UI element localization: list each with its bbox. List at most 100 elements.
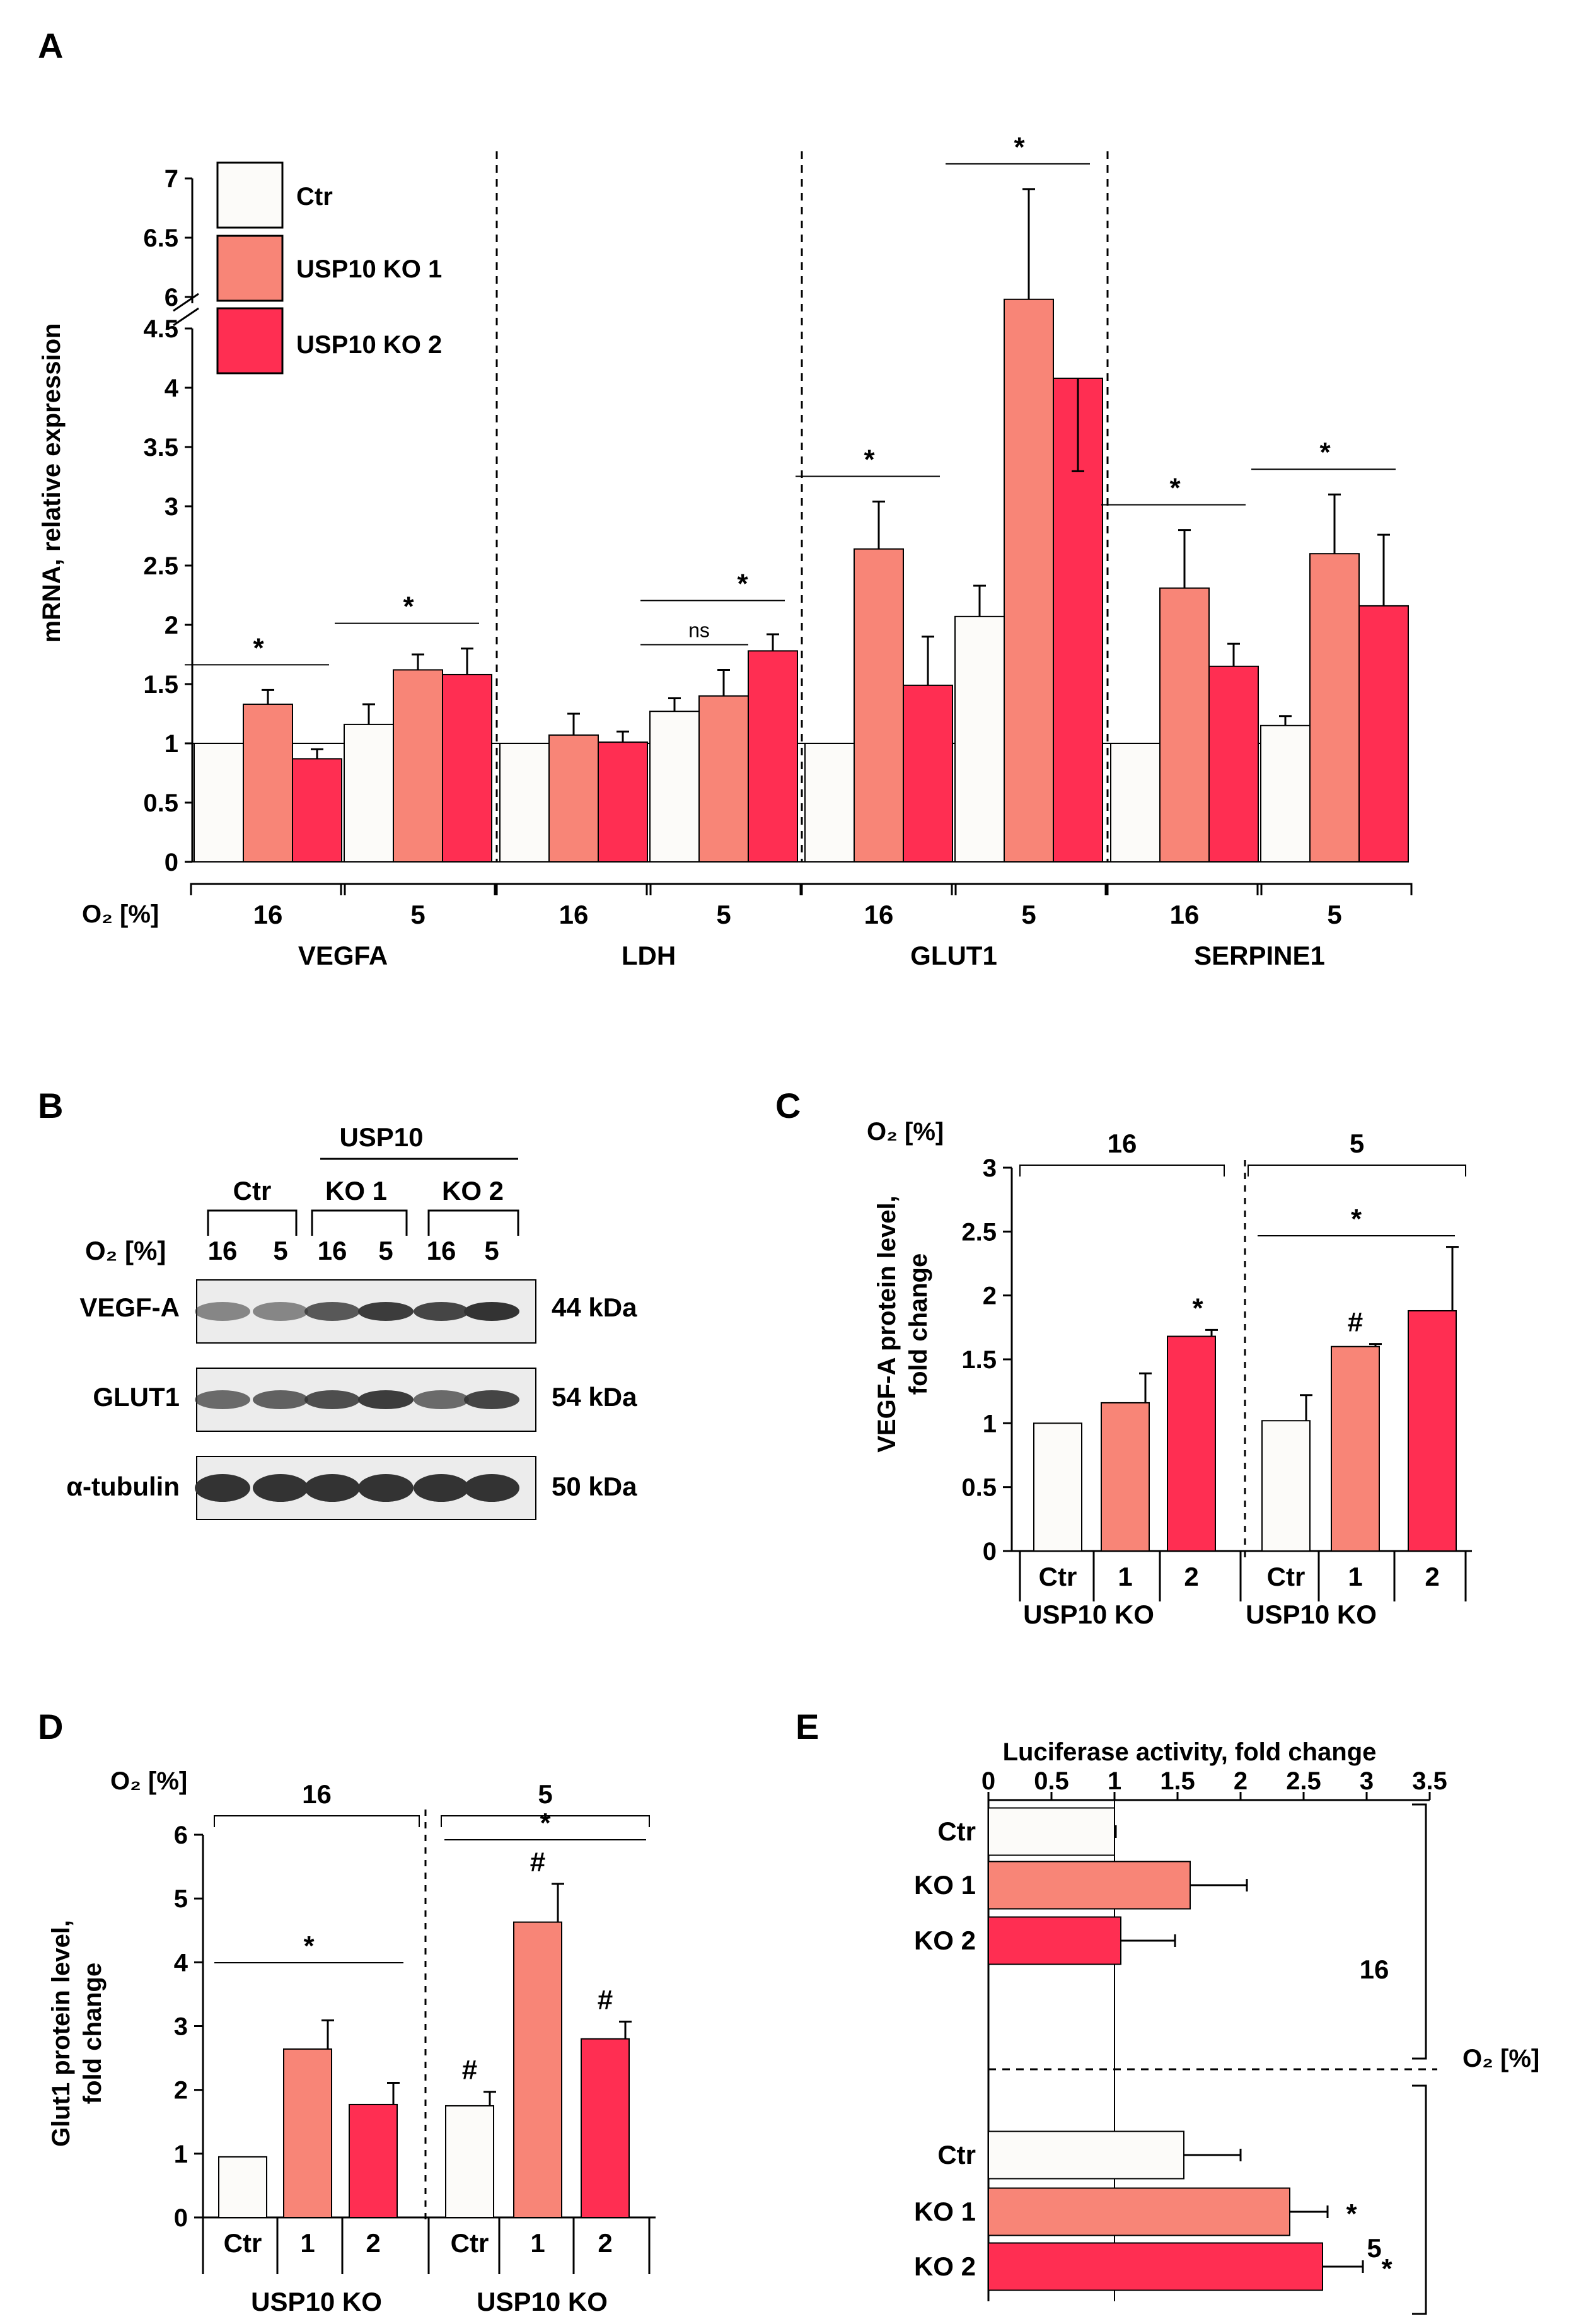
panel-a-bar-serpine1-16-2 bbox=[1208, 665, 1259, 863]
panel-d-ylabel: Glut1 protein level, bbox=[47, 1920, 75, 2147]
panel-c-group-label-16: USP10 KO bbox=[1023, 1600, 1154, 1629]
blot-row-size-vegfa: 44 kDa bbox=[552, 1293, 637, 1322]
panel-c-bar-16-2 bbox=[1167, 1335, 1216, 1552]
panel-c-chart: C VEGF-A protein level, fold change O₂ [… bbox=[775, 1086, 1472, 1629]
panel-e-o2-value: 5 bbox=[1367, 2233, 1381, 2263]
panel-e-xtick-label: 1 bbox=[1108, 1767, 1121, 1795]
panel-a-axis-break-mark bbox=[173, 307, 199, 327]
blot-band-row2-lane2 bbox=[304, 1474, 360, 1502]
panel-c-ytick-label: 2 bbox=[983, 1282, 997, 1310]
legend-label-ko1: USP10 KO 1 bbox=[296, 255, 442, 283]
panel-a-bar-serpine1-5-0 bbox=[1260, 724, 1311, 863]
panel-c-category-label: 2 bbox=[1184, 1562, 1198, 1591]
panel-d-bar-16-1 bbox=[283, 2048, 332, 2218]
blot-band-row1-lane0 bbox=[195, 1390, 250, 1409]
panel-a-gene-label: GLUT1 bbox=[910, 941, 997, 970]
panel-e-bar-5-2 bbox=[988, 2242, 1323, 2291]
panel-d-group-label-16: USP10 KO bbox=[251, 2287, 382, 2316]
blot-band-row0-lane1 bbox=[253, 1302, 308, 1321]
panel-a-chart: A mRNA, relative expression O₂ [%] Ctr U… bbox=[38, 26, 1413, 970]
panel-a-bar-vegfa-16-0 bbox=[194, 743, 244, 863]
panel-c-category-label: Ctr bbox=[1039, 1562, 1077, 1591]
panel-a-sig-ns: ns bbox=[688, 619, 710, 641]
blot-row-size-glut1: 54 kDa bbox=[552, 1382, 637, 1412]
panel-d-mark: # bbox=[598, 1984, 613, 2015]
panel-a-bar-ldh-5-1 bbox=[698, 695, 749, 863]
panel-c-o2-bracket bbox=[1019, 1165, 1225, 1177]
panel-a-ytick-label: 1.5 bbox=[143, 671, 178, 699]
panel-e-category-label: KO 2 bbox=[914, 2251, 976, 2281]
panel-e-bar-16-1 bbox=[988, 1861, 1191, 1910]
panel-e-sig-star: * bbox=[1381, 2253, 1392, 2284]
panel-d-mark: # bbox=[530, 1847, 545, 1878]
panel-d-o2-value: 5 bbox=[538, 1779, 552, 1809]
panel-a-bar-serpine1-5-2 bbox=[1358, 605, 1409, 863]
blot-row-label-glut1: GLUT1 bbox=[93, 1382, 180, 1412]
panel-b-blot: B USP10 Ctr KO 1 KO 2 O₂ [%] 16 5 16 5 1… bbox=[38, 1086, 637, 1520]
panel-e-xtick-label: 1.5 bbox=[1160, 1767, 1195, 1795]
panel-a-ytick-label: 0 bbox=[165, 849, 178, 876]
panel-a-ytick-label: 3 bbox=[165, 493, 178, 521]
blot-band-row0-lane3 bbox=[358, 1302, 414, 1321]
blot-row-size-tubulin: 50 kDa bbox=[552, 1472, 637, 1501]
panel-d-bar-16-2 bbox=[349, 2103, 398, 2219]
panel-d-category-label: Ctr bbox=[224, 2228, 262, 2258]
panel-c-mark: # bbox=[1348, 1307, 1363, 1338]
panel-d-ytick-label: 1 bbox=[174, 2141, 188, 2168]
panel-a-group-bracket bbox=[495, 883, 652, 895]
panel-d-sig-star: * bbox=[540, 1808, 551, 1839]
panel-e-xtick-label: 3.5 bbox=[1412, 1767, 1447, 1795]
blot-band-row0-lane5 bbox=[464, 1302, 519, 1321]
panel-d-mark: # bbox=[462, 2055, 477, 2086]
panel-a-bar-glut1-16-0 bbox=[804, 743, 855, 863]
panel-label-c: C bbox=[775, 1086, 801, 1125]
blot-lane-5: 16 bbox=[427, 1236, 456, 1265]
blot-row-label-vegfa: VEGF-A bbox=[79, 1293, 180, 1322]
panel-e-o2-bracket bbox=[1412, 1803, 1427, 2060]
panel-e-xtick-label: 3 bbox=[1360, 1767, 1374, 1795]
blot-band-row1-lane2 bbox=[304, 1390, 360, 1409]
panel-a-ylabel: mRNA, relative expression bbox=[38, 323, 66, 643]
panel-c-category-label: 1 bbox=[1118, 1562, 1132, 1591]
panel-a-sig-star: * bbox=[253, 632, 264, 663]
panel-a-sig-star: * bbox=[1014, 132, 1025, 163]
panel-a-bar-serpine1-5-1 bbox=[1309, 553, 1360, 863]
panel-a-o2-value: 5 bbox=[1327, 900, 1341, 929]
panel-c-category-label: 2 bbox=[1425, 1562, 1439, 1591]
panel-a-o2-value: 5 bbox=[716, 900, 731, 929]
panel-a-ytick-label: 1 bbox=[165, 730, 178, 758]
panel-a-bar-serpine1-16-0 bbox=[1110, 743, 1161, 863]
blot-band-row1-lane5 bbox=[464, 1390, 519, 1409]
panel-c-category-label: 1 bbox=[1348, 1562, 1362, 1591]
panel-c-ylabel2: fold change bbox=[905, 1253, 932, 1395]
panel-c-o2-value: 5 bbox=[1350, 1129, 1364, 1158]
panel-e-category-label: KO 1 bbox=[914, 1870, 976, 1900]
panel-a-sig-star: * bbox=[864, 444, 875, 475]
panel-e-bar-5-0 bbox=[988, 2130, 1184, 2180]
panel-e-o2-label: O₂ [%] bbox=[1462, 2045, 1539, 2072]
panel-d-bar-16-0 bbox=[218, 2156, 267, 2218]
panel-a-ytick-label: 4 bbox=[165, 375, 179, 402]
panel-a-gene-label: SERPINE1 bbox=[1194, 941, 1325, 970]
blot-band-row0-lane4 bbox=[414, 1302, 469, 1321]
panel-a-group-bracket bbox=[190, 883, 346, 895]
panel-label-a: A bbox=[38, 26, 63, 66]
panel-a-bar-glut1-5-1 bbox=[1004, 298, 1054, 863]
panel-d-bar-5-0 bbox=[445, 2105, 494, 2218]
panel-a-group-bracket bbox=[1106, 883, 1263, 895]
panel-d-o2-bracket bbox=[214, 1815, 420, 1827]
panel-c-o2-value: 16 bbox=[1108, 1129, 1137, 1158]
panel-a-bar-serpine1-16-1 bbox=[1159, 587, 1210, 863]
panel-a-o2-value: 5 bbox=[410, 900, 425, 929]
panel-d-bar-5-1 bbox=[513, 1921, 562, 2219]
panel-e-xtick-label: 0 bbox=[981, 1767, 995, 1795]
panel-e-bar-16-2 bbox=[988, 1916, 1121, 1965]
blot-band-row2-lane4 bbox=[414, 1474, 469, 1502]
panel-a-group-bracket bbox=[340, 883, 496, 895]
panel-d-o2-value: 16 bbox=[302, 1779, 332, 1809]
blot-row-label-tubulin: α-tubulin bbox=[66, 1472, 180, 1501]
panel-c-ytick-label: 3 bbox=[983, 1154, 997, 1182]
panel-d-category-label: 2 bbox=[366, 2228, 380, 2258]
panel-a-sig-star: * bbox=[1169, 473, 1181, 504]
blot-band-row2-lane3 bbox=[358, 1474, 414, 1502]
